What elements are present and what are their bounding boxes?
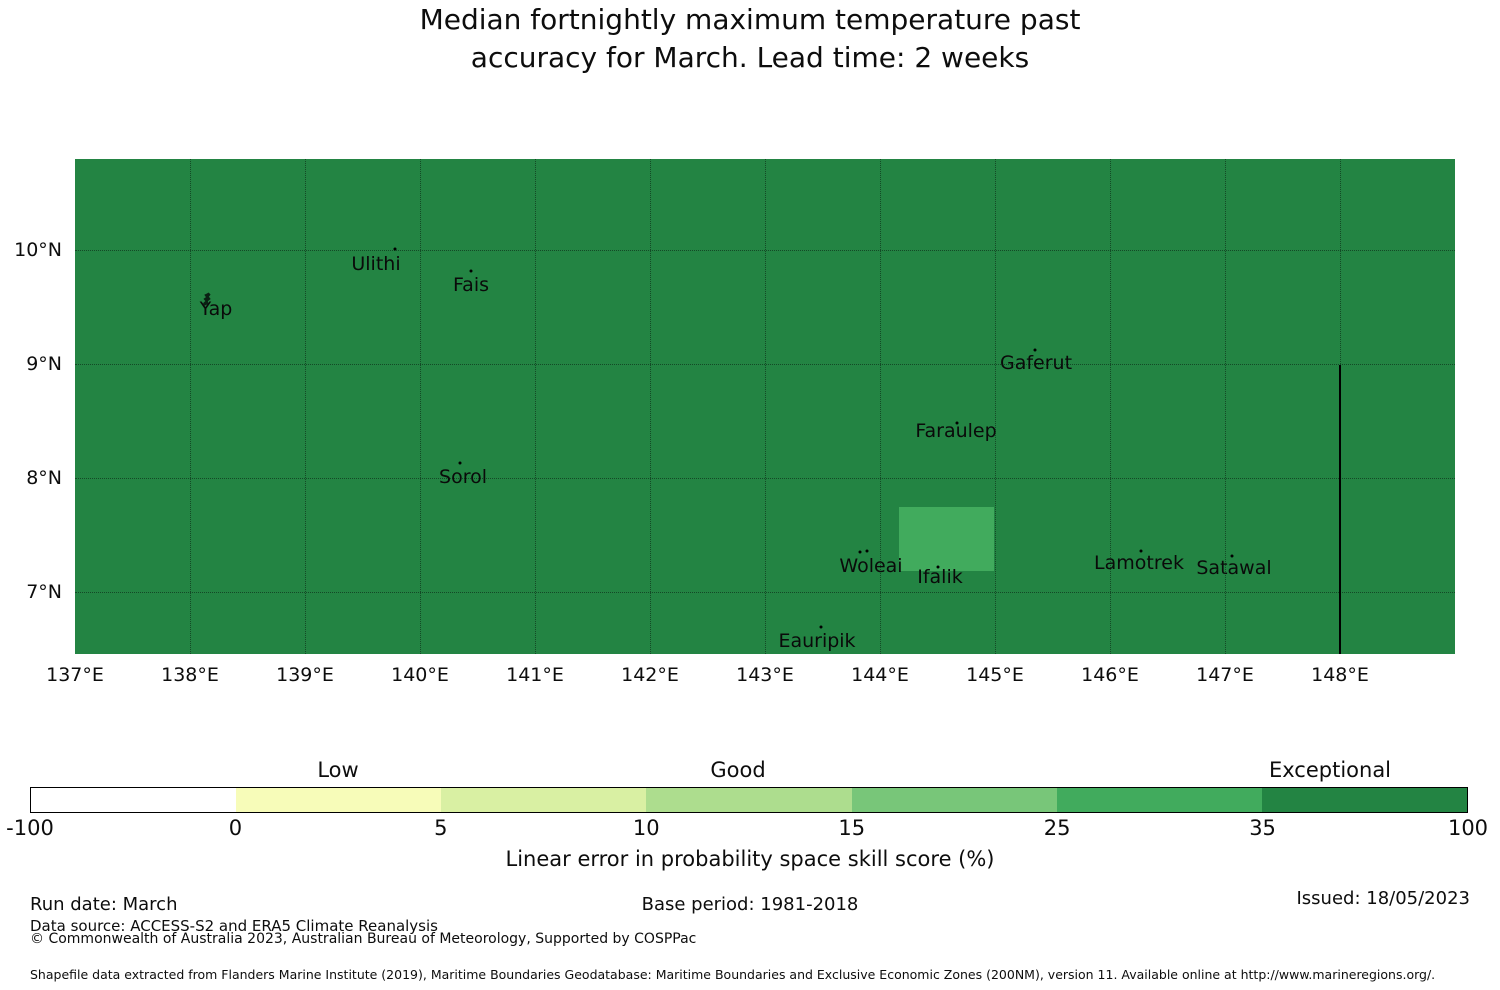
map-gridline-vertical [535, 159, 536, 654]
colorbar-region-label: Good [710, 758, 766, 782]
island-dot [955, 421, 959, 425]
x-axis-tick-label: 143°E [736, 664, 794, 686]
base-period-wrap: Base period: 1981-2018 [0, 894, 1500, 915]
colorbar-tick-label: 35 [1249, 816, 1276, 840]
island-label: Sorol [439, 466, 487, 488]
figure-title-line-1: Median fortnightly maximum temperature p… [419, 3, 1081, 36]
x-axis-tick-label: 148°E [1311, 664, 1369, 686]
colorbar-segment [1261, 788, 1467, 812]
colorbar-tick-label: 10 [632, 816, 660, 840]
map-gridline-vertical [765, 159, 766, 654]
map-gridline-vertical [1225, 159, 1226, 654]
island-label: Gaferut [999, 352, 1073, 374]
y-axis-tick-label: 7°N [26, 581, 62, 603]
colorbar-tick-label: 100 [1447, 816, 1489, 840]
y-axis-tick-label: 9°N [26, 353, 62, 375]
island-dot [1139, 549, 1143, 553]
map-gridline-horizontal [75, 250, 1455, 251]
figure-title-line-2: accuracy for March. Lead time: 2 weeks [470, 41, 1030, 74]
island-dot [858, 550, 862, 554]
x-axis-tick-label: 145°E [966, 664, 1024, 686]
copyright-text: © Commonwealth of Australia 2023, Austra… [30, 931, 697, 947]
map-gridline-vertical [650, 159, 651, 654]
island-dot [393, 247, 397, 251]
island-label: Lamotrek [1094, 552, 1184, 574]
x-axis-tick-label: 142°E [621, 664, 679, 686]
x-axis-tick-label: 147°E [1196, 664, 1254, 686]
colorbar-segment [851, 788, 1057, 812]
colorbar-tick-label: 15 [838, 816, 866, 840]
shapefile-note-text: Shapefile data extracted from Flanders M… [30, 967, 1436, 982]
island-label: Ifalik [917, 566, 963, 588]
colorbar-tick-label: -100 [6, 816, 54, 840]
x-axis-tick-label: 138°E [161, 664, 219, 686]
map-gridline-vertical [420, 159, 421, 654]
island-dot [1033, 348, 1037, 352]
island-label: Eauripik [778, 630, 856, 652]
colorbar-tick-label: 25 [1043, 816, 1071, 840]
colorbar-segment [31, 788, 237, 812]
island-label: Faraulep [915, 420, 997, 442]
colorbar-tick-label: 0 [228, 816, 243, 840]
island-label: Fais [452, 274, 490, 296]
island-label: Ulithi [351, 253, 401, 275]
skill-score-cell [899, 507, 994, 571]
island-dot [819, 625, 823, 629]
x-axis-tick-label: 137°E [46, 664, 104, 686]
island-dot [1230, 554, 1234, 558]
x-axis-tick-label: 144°E [851, 664, 909, 686]
x-axis-tick-label: 146°E [1081, 664, 1139, 686]
map-area: Yap Ulithi Fais Sorol Gaferut Faraulep Woleai I… [75, 159, 1455, 654]
colorbar [30, 787, 1468, 813]
island-label: Woleai [839, 555, 903, 577]
colorbar-region-label: Exceptional [1268, 758, 1392, 782]
map-gridline-vertical [305, 159, 306, 654]
map-gridline-horizontal [75, 364, 1455, 365]
colorbar-region-label: Low [317, 758, 359, 782]
colorbar-segment [646, 788, 852, 812]
island-dot [865, 549, 869, 553]
map-gridline-horizontal [75, 478, 1455, 479]
eez-boundary-line [1339, 365, 1341, 654]
data-source-text: Data source: ACCESS-S2 and ERA5 Climate … [30, 917, 438, 935]
issued-text: Issued: 18/05/2023 [1296, 888, 1470, 909]
map-gridline-vertical [995, 159, 996, 654]
base-period-text: Base period: 1981-2018 [641, 894, 859, 915]
colorbar-segment [1056, 788, 1262, 812]
x-axis-tick-label: 140°E [391, 664, 449, 686]
map-gridline-vertical [880, 159, 881, 654]
island-dot [469, 269, 473, 273]
island-label: Yap [199, 298, 233, 320]
colorbar-axis-label: Linear error in probability space skill … [505, 847, 995, 871]
map-gridline-horizontal [75, 592, 1455, 593]
run-date-text: Run date: March [30, 894, 178, 915]
map-gridline-vertical [190, 159, 191, 654]
x-axis-tick-label: 141°E [506, 664, 564, 686]
island-dot [936, 565, 940, 569]
issued-wrap: Issued: 18/05/2023 [1296, 888, 1470, 909]
island-label: Satawal [1196, 557, 1272, 579]
y-axis-tick-label: 8°N [26, 467, 62, 489]
island-dot [458, 461, 462, 465]
colorbar-segment [236, 788, 442, 812]
x-axis-tick-label: 139°E [276, 664, 334, 686]
colorbar-segment [441, 788, 647, 812]
y-axis-tick-label: 10°N [14, 239, 62, 261]
map-gridline-vertical [1110, 159, 1111, 654]
figure-title: Median fortnightly maximum temperature p… [0, 1, 1500, 77]
colorbar-tick-label: 5 [434, 816, 448, 840]
